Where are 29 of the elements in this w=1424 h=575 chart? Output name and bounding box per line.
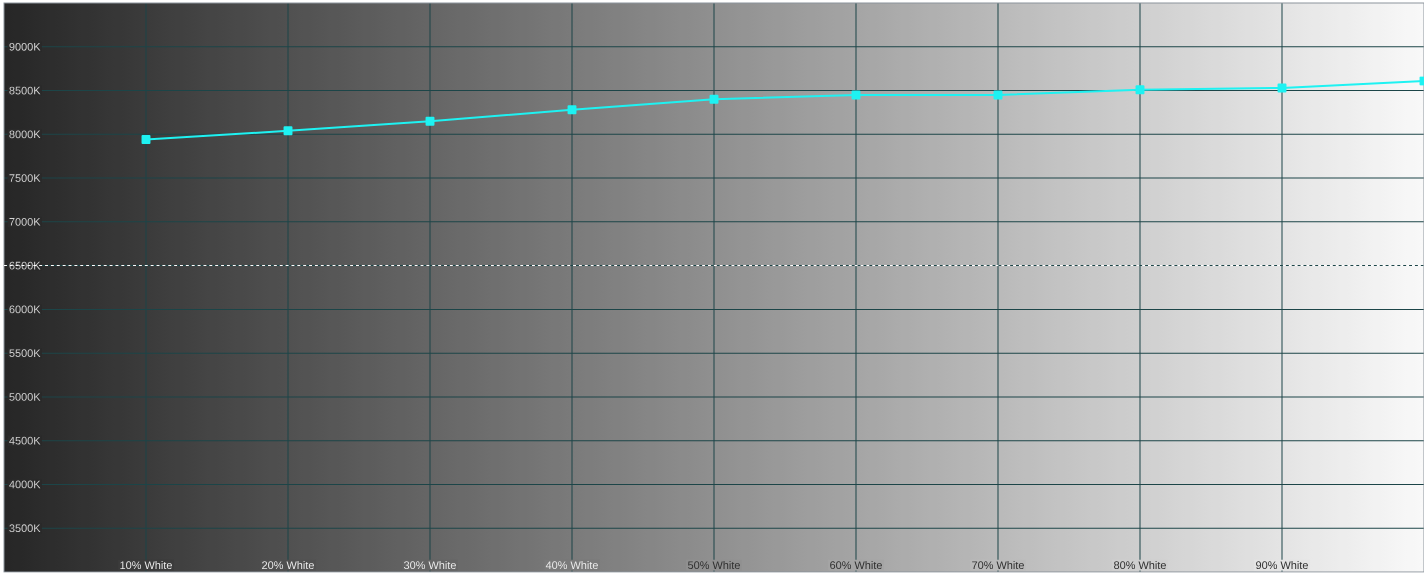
y-tick-label: 4500K: [9, 436, 41, 445]
y-tick-label: 3500K: [9, 524, 41, 533]
y-tick-label: 5000K: [9, 393, 41, 401]
point: [283, 126, 293, 136]
y-tick-label: 9000K: [9, 42, 41, 51]
y-tick-label: 8000K: [9, 130, 41, 139]
y-tick-label: 8500K: [9, 86, 41, 95]
x-tick-label: 30% White: [403, 561, 456, 570]
x-tick-label: 70% White: [972, 561, 1024, 570]
x-tick-label: 60% White: [830, 561, 882, 570]
x-tick-label: 10% White: [120, 561, 172, 570]
x-tick-label: 20% White: [262, 561, 314, 570]
x-tick-label: 90% White: [1256, 561, 1308, 570]
point: [993, 90, 1003, 100]
point: [1277, 83, 1287, 93]
point: [709, 94, 719, 104]
y-tick-label: 7500K: [9, 174, 41, 182]
point: [141, 135, 151, 145]
y-tick-label: 7000K: [9, 217, 41, 226]
x-tick-label: 80% White: [1114, 561, 1166, 570]
x-tick-label: 40% White: [545, 561, 598, 570]
point: [425, 116, 435, 126]
y-tick-label: 5500K: [9, 349, 41, 358]
y-tick-label: 6000K: [9, 305, 41, 314]
point: [567, 105, 577, 115]
y-tick-label: 4000K: [9, 480, 41, 489]
point: [1135, 85, 1145, 95]
x-tick-label: 50% White: [688, 561, 740, 570]
point: [851, 90, 861, 100]
